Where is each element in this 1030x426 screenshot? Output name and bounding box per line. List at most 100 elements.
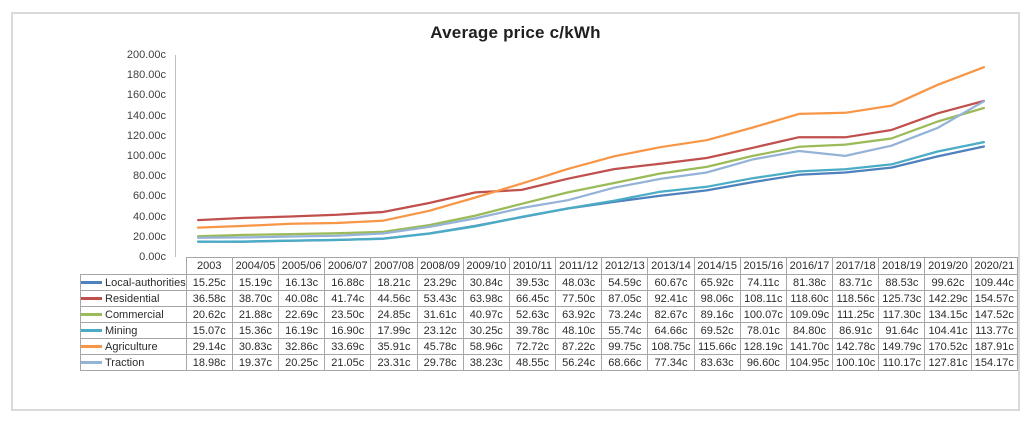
- value-cell: 99.62c: [924, 274, 972, 291]
- value-cell: 82.67c: [647, 306, 695, 323]
- value-cell: 127.81c: [924, 354, 972, 371]
- legend-key-line-icon: [81, 345, 102, 348]
- value-cell: 63.98c: [462, 290, 510, 307]
- year-header-cell: 2019/20: [924, 257, 972, 275]
- value-cell: 113.77c: [970, 322, 1019, 339]
- year-header-cell: 2015/16: [739, 257, 787, 275]
- value-cell: 108.11c: [739, 290, 787, 307]
- series-name: Commercial: [105, 308, 164, 321]
- value-cell: 19.37c: [231, 354, 280, 371]
- value-cell: 98.06c: [693, 290, 741, 307]
- value-cell: 83.71c: [832, 274, 880, 291]
- value-cell: 65.92c: [693, 274, 741, 291]
- value-cell: 108.75c: [647, 338, 695, 355]
- value-cell: 87.22c: [555, 338, 603, 355]
- year-header-cell: 2009/10: [462, 257, 510, 275]
- value-cell: 104.95c: [785, 354, 834, 371]
- value-cell: 92.41c: [647, 290, 695, 307]
- value-cell: 74.11c: [739, 274, 787, 291]
- value-cell: 53.43c: [416, 290, 464, 307]
- value-cell: 118.56c: [832, 290, 880, 307]
- value-cell: 30.84c: [462, 274, 510, 291]
- value-cell: 29.78c: [416, 354, 464, 371]
- series-label-cell: Traction: [80, 354, 187, 371]
- table-row-commercial: Commercial 20.62c 21.88c 22.69c 23.50c 24.85c…: [80, 306, 1019, 323]
- table-row-traction: Traction 18.98c 19.37c 20.25c 21.05c 23.31c 29…: [80, 354, 1019, 371]
- series-line-mining: [196, 140, 986, 243]
- series-label-cell: Local-authorities: [80, 274, 187, 291]
- value-cell: 84.80c: [785, 322, 834, 339]
- value-cell: 45.78c: [416, 338, 464, 355]
- value-cell: 78.01c: [739, 322, 787, 339]
- value-cell: 44.56c: [370, 290, 418, 307]
- y-axis-tick-label: 40.00c: [132, 210, 166, 223]
- value-cell: 77.34c: [647, 354, 695, 371]
- value-cell: 128.19c: [739, 338, 787, 355]
- y-axis-tick-label: 100.00c: [126, 150, 166, 162]
- value-cell: 86.91c: [832, 322, 880, 339]
- value-cell: 89.16c: [693, 306, 741, 323]
- y-axis-tick-label: 140.00c: [126, 109, 166, 122]
- value-cell: 81.38c: [785, 274, 834, 291]
- value-cell: 18.98c: [185, 354, 233, 371]
- value-cell: 36.58c: [185, 290, 233, 307]
- y-axis-line: [175, 55, 176, 257]
- legend-key-line-icon: [81, 297, 102, 300]
- value-cell: 141.70c: [785, 338, 834, 355]
- value-cell: 99.75c: [601, 338, 649, 355]
- year-header-cell: 2006/07: [324, 257, 372, 275]
- value-cell: 100.10c: [832, 354, 880, 371]
- series-name: Local-authorities: [105, 276, 186, 289]
- value-cell: 21.05c: [324, 354, 372, 371]
- value-cell: 83.63c: [693, 354, 741, 371]
- value-cell: 24.85c: [370, 306, 418, 323]
- value-cell: 23.31c: [370, 354, 418, 371]
- value-cell: 63.92c: [555, 306, 603, 323]
- value-cell: 48.55c: [508, 354, 557, 371]
- value-cell: 64.66c: [647, 322, 695, 339]
- value-cell: 111.25c: [832, 306, 880, 323]
- value-cell: 110.17c: [878, 354, 926, 371]
- value-cell: 31.61c: [416, 306, 464, 323]
- value-cell: 115.66c: [693, 338, 741, 355]
- year-header-cell: 2011/12: [555, 257, 603, 275]
- data-table: 2003 2004/05 2005/06 2006/07 2007/08 2008/09 2…: [80, 257, 1019, 371]
- value-cell: 48.03c: [555, 274, 603, 291]
- value-cell: 22.69c: [278, 306, 326, 323]
- value-cell: 38.70c: [231, 290, 280, 307]
- value-cell: 58.96c: [462, 338, 510, 355]
- line-plot-area: [196, 66, 986, 243]
- value-cell: 15.25c: [185, 274, 233, 291]
- value-cell: 91.64c: [878, 322, 926, 339]
- value-cell: 66.45c: [508, 290, 557, 307]
- y-axis-tick-label: 200.00c: [126, 49, 166, 61]
- value-cell: 40.08c: [278, 290, 326, 307]
- year-header-cell: 2010/11: [508, 257, 557, 275]
- series-label-cell: Residential: [80, 290, 187, 307]
- series-label-cell: Commercial: [80, 306, 187, 323]
- value-cell: 60.67c: [647, 274, 695, 291]
- value-cell: 69.52c: [693, 322, 741, 339]
- value-cell: 117.30c: [878, 306, 926, 323]
- value-cell: 15.07c: [185, 322, 233, 339]
- value-cell: 52.63c: [508, 306, 557, 323]
- value-cell: 30.25c: [462, 322, 510, 339]
- value-cell: 18.21c: [370, 274, 418, 291]
- value-cell: 17.99c: [370, 322, 418, 339]
- y-axis-tick-label: 180.00c: [126, 69, 166, 82]
- value-cell: 16.88c: [324, 274, 372, 291]
- value-cell: 40.97c: [462, 306, 510, 323]
- value-cell: 23.29c: [416, 274, 464, 291]
- value-cell: 55.74c: [601, 322, 649, 339]
- value-cell: 35.91c: [370, 338, 418, 355]
- year-header-cell: 2003: [185, 257, 233, 275]
- value-cell: 104.41c: [924, 322, 972, 339]
- value-cell: 32.86c: [278, 338, 326, 355]
- legend-key-line-icon: [81, 329, 102, 332]
- value-cell: 87.05c: [601, 290, 649, 307]
- y-axis-tick-label: 20.00c: [132, 230, 166, 243]
- series-name: Traction: [105, 356, 145, 369]
- value-cell: 96.60c: [739, 354, 787, 371]
- value-cell: 118.60c: [785, 290, 834, 307]
